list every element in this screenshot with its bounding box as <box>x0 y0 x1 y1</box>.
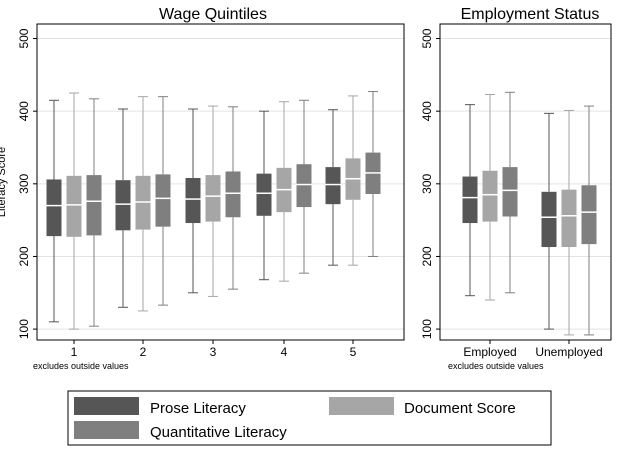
legend-swatch <box>74 397 139 415</box>
legend-label: Document Score <box>404 400 516 417</box>
x-tick-label: 4 <box>281 345 288 359</box>
legend-frame <box>67 390 552 446</box>
panel-title: Wage Quintiles <box>159 6 267 23</box>
x-tick-label: 5 <box>350 345 357 359</box>
box-1-1 <box>46 99 62 323</box>
box-3-3 <box>225 106 241 290</box>
box-2-1 <box>115 108 131 308</box>
box-body <box>502 167 518 217</box>
legend-swatch <box>329 397 394 415</box>
y-tick-label: 100 <box>17 319 31 339</box>
box-body <box>205 175 221 222</box>
box-Unemployed-3 <box>581 105 597 336</box>
box-body <box>66 175 82 237</box>
box-body <box>561 189 577 248</box>
y-tick-label: 300 <box>420 173 434 193</box>
box-body <box>256 173 272 216</box>
box-body <box>581 185 597 245</box>
box-Employed-3 <box>502 91 518 294</box>
y-tick-label: 200 <box>17 246 31 266</box>
box-3-2 <box>205 105 221 297</box>
box-2-2 <box>135 96 151 312</box>
box-body <box>115 180 131 231</box>
box-body <box>482 170 498 222</box>
box-2-3 <box>155 96 171 306</box>
box-body <box>86 175 102 236</box>
x-tick-label: 2 <box>140 345 147 359</box>
x-tick-label: 3 <box>210 345 217 359</box>
box-4-2 <box>276 101 292 282</box>
legend-label: Quantitative Literacy <box>150 424 287 441</box>
box-1-3 <box>86 98 102 327</box>
x-tick-label: 1 <box>71 345 78 359</box>
box-body <box>462 176 478 224</box>
box-5-1 <box>325 109 341 266</box>
panel-note: excludes outside values <box>33 361 129 371</box>
panel-1: 100 200 300 400 500 Literacy Score Wage Quinti… <box>0 6 405 371</box>
y-tick-label: 200 <box>420 246 434 266</box>
legend: Prose Literacy Document Score Quantitative… <box>67 390 552 446</box>
box-Employed-1 <box>462 104 478 297</box>
x-tick-label: Employed <box>463 345 516 359</box>
y-tick-label: 100 <box>420 319 434 339</box>
x-tick-label: Unemployed <box>535 345 602 359</box>
box-body <box>155 174 171 227</box>
box-4-1 <box>256 110 272 281</box>
legend-item-2: Document Score <box>329 397 516 417</box>
legend-swatch <box>74 421 139 439</box>
y-tick-label: 400 <box>420 101 434 121</box>
box-body <box>325 167 341 205</box>
y-tick-label: 300 <box>17 173 31 193</box>
box-Unemployed-1 <box>541 112 557 330</box>
box-3-1 <box>185 108 201 294</box>
box-5-2 <box>345 95 361 266</box>
box-body <box>225 171 241 218</box>
box-Unemployed-2 <box>561 109 577 336</box>
legend-label: Prose Literacy <box>150 400 246 417</box>
box-body <box>541 191 557 248</box>
legend-item-3: Quantitative Literacy <box>74 421 287 441</box>
plot-frame <box>36 23 405 341</box>
box-body <box>46 179 62 237</box>
box-5-3 <box>365 91 381 257</box>
box-1-2 <box>66 92 82 330</box>
panel-2: 100 200 300 400 500 Employment Status Employed… <box>420 6 612 371</box>
y-tick-label: 500 <box>17 28 31 48</box>
legend-item-1: Prose Literacy <box>74 397 246 417</box>
box-body <box>296 164 312 208</box>
y-axis-label: Literacy Score <box>0 147 8 217</box>
y-tick-label: 500 <box>420 28 434 48</box>
plot-frame <box>439 23 612 341</box>
chart-panels: 100 200 300 400 500 Literacy Score Wage Quinti… <box>0 6 612 371</box>
panel-note: excludes outside values <box>448 361 544 371</box>
panel-title: Employment Status <box>461 6 600 23</box>
box-body <box>185 178 201 224</box>
box-Employed-2 <box>482 93 498 301</box>
box-4-3 <box>296 99 312 274</box>
y-tick-label: 400 <box>17 101 31 121</box>
